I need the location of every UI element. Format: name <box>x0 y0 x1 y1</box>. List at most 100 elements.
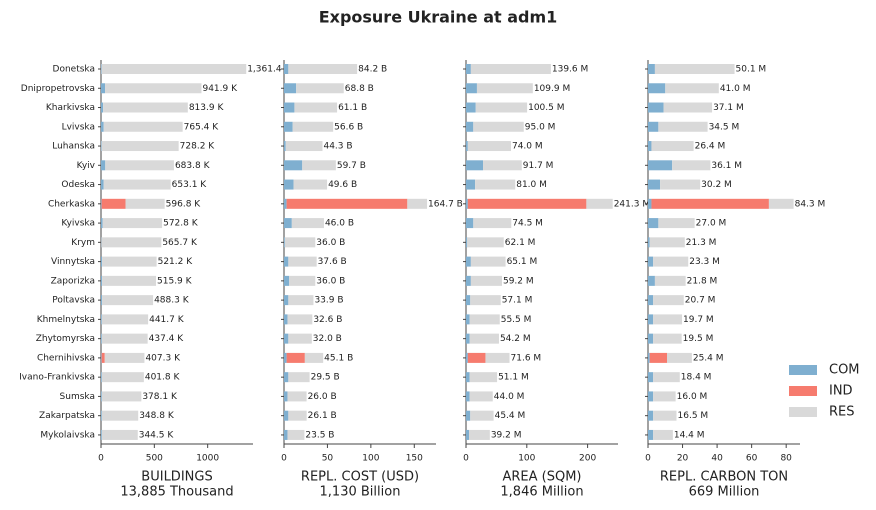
x-tick-label: 100 <box>362 454 379 464</box>
total-label: 74.0 M <box>512 142 543 152</box>
bar-segment <box>648 198 652 209</box>
total-label: 39.2 M <box>491 430 522 440</box>
x-tick-label: 0 <box>463 454 469 464</box>
y-tick-label: Donetska <box>53 65 95 75</box>
bar-segment <box>101 295 103 306</box>
bar-segment <box>288 372 310 383</box>
x-axis-label: AREA (SQM) <box>502 470 581 485</box>
total-label: 26.0 B <box>308 392 337 402</box>
bar-segment <box>286 198 408 209</box>
y-tick-label: Khmelnytska <box>37 315 95 325</box>
bar-segment <box>285 141 323 152</box>
bar-segment <box>101 352 102 363</box>
bar-segment <box>466 429 470 440</box>
total-label: 62.1 M <box>505 238 536 248</box>
bar-segment <box>654 64 735 74</box>
bar-segment <box>105 160 174 171</box>
bar-segment <box>284 256 289 267</box>
bar-segment <box>648 141 652 152</box>
bar-segment <box>284 102 295 113</box>
total-label: 46.0 B <box>325 219 354 229</box>
bar-segment <box>483 160 522 171</box>
total-label: 71.6 M <box>511 353 542 363</box>
y-tick-label: Kharkivska <box>46 103 95 113</box>
total-label: 45.1 B <box>324 353 353 363</box>
bar-segment <box>101 429 138 440</box>
total-label: 100.5 M <box>528 103 564 113</box>
total-label: 68.8 B <box>345 84 374 94</box>
bar-segment <box>648 83 666 94</box>
x-tick-label: 0 <box>645 454 651 464</box>
bar-segment <box>288 64 358 74</box>
total-label: 765.4 K <box>184 122 220 132</box>
bar-segment <box>648 391 654 402</box>
bar-segment <box>101 391 102 402</box>
bar-segment <box>284 333 289 344</box>
total-label: 653.1 K <box>172 180 208 190</box>
total-label: 57.1 M <box>502 296 533 306</box>
bar-segment <box>658 121 708 132</box>
bar-segment <box>466 121 474 132</box>
bar-segment <box>466 352 468 363</box>
bar-segment <box>101 141 102 152</box>
x-axis-label: 1,846 Million <box>500 485 583 500</box>
total-label: 65.1 M <box>507 257 538 267</box>
x-axis-label: 1,130 Billion <box>320 485 401 500</box>
bar-segment <box>667 352 692 363</box>
bar-segment <box>466 160 484 171</box>
total-label: 50.1 M <box>736 65 767 75</box>
bar-segment <box>648 102 664 113</box>
bar-segment <box>293 179 328 190</box>
y-tick-label: Cherkaska <box>48 199 95 209</box>
bar-segment <box>286 352 305 363</box>
bar-segment <box>649 352 667 363</box>
bar-segment <box>469 391 493 402</box>
bar-segment <box>101 218 103 229</box>
bar-segment <box>648 121 659 132</box>
bar-segment <box>648 64 655 74</box>
chart-title: Exposure Ukraine at adm1 <box>319 8 558 27</box>
legend-swatch <box>789 407 817 417</box>
bar-segment <box>101 333 148 344</box>
total-label: 728.2 K <box>180 142 216 152</box>
x-axis-label: 669 Million <box>689 485 760 500</box>
total-label: 25.4 M <box>693 353 724 363</box>
bar-segment <box>469 314 500 325</box>
bar-segment <box>470 295 501 306</box>
bar-segment <box>284 237 285 248</box>
x-tick-label: 20 <box>677 454 689 464</box>
bar-segment <box>467 198 587 209</box>
bar-segment <box>284 141 286 152</box>
x-tick-label: 40 <box>711 454 723 464</box>
bar-segment <box>284 429 288 440</box>
total-label: 14.4 M <box>674 430 705 440</box>
total-label: 27.0 M <box>696 219 727 229</box>
bar-segment <box>648 256 654 267</box>
total-label: 41.0 M <box>720 84 751 94</box>
total-label: 16.0 M <box>677 392 708 402</box>
bar-segment <box>284 275 290 286</box>
total-label: 19.5 M <box>683 334 714 344</box>
total-label: 572.8 K <box>163 219 199 229</box>
bar-segment <box>470 64 551 74</box>
total-label: 344.5 K <box>139 430 175 440</box>
total-label: 95.0 M <box>525 122 556 132</box>
total-label: 378.1 K <box>142 392 178 402</box>
total-label: 36.0 B <box>316 238 345 248</box>
bar-segment <box>466 102 476 113</box>
total-label: 109.9 M <box>534 84 570 94</box>
total-label: 401.8 K <box>145 373 181 383</box>
y-tick-label: Zakarpatska <box>39 411 95 421</box>
bar-segment <box>284 83 297 94</box>
bar-segment <box>284 179 294 190</box>
bar-segment <box>466 314 470 325</box>
bar-segment <box>651 141 694 152</box>
total-label: 241.3 M <box>614 199 650 209</box>
bar-segment <box>407 198 428 209</box>
y-tick-label: Odeska <box>61 180 95 190</box>
y-tick-label: Zaporizka <box>51 276 95 286</box>
total-label: 44.3 B <box>323 142 352 152</box>
bar-segment <box>648 160 673 171</box>
bar-segment <box>672 160 711 171</box>
bar-segment <box>101 352 105 363</box>
